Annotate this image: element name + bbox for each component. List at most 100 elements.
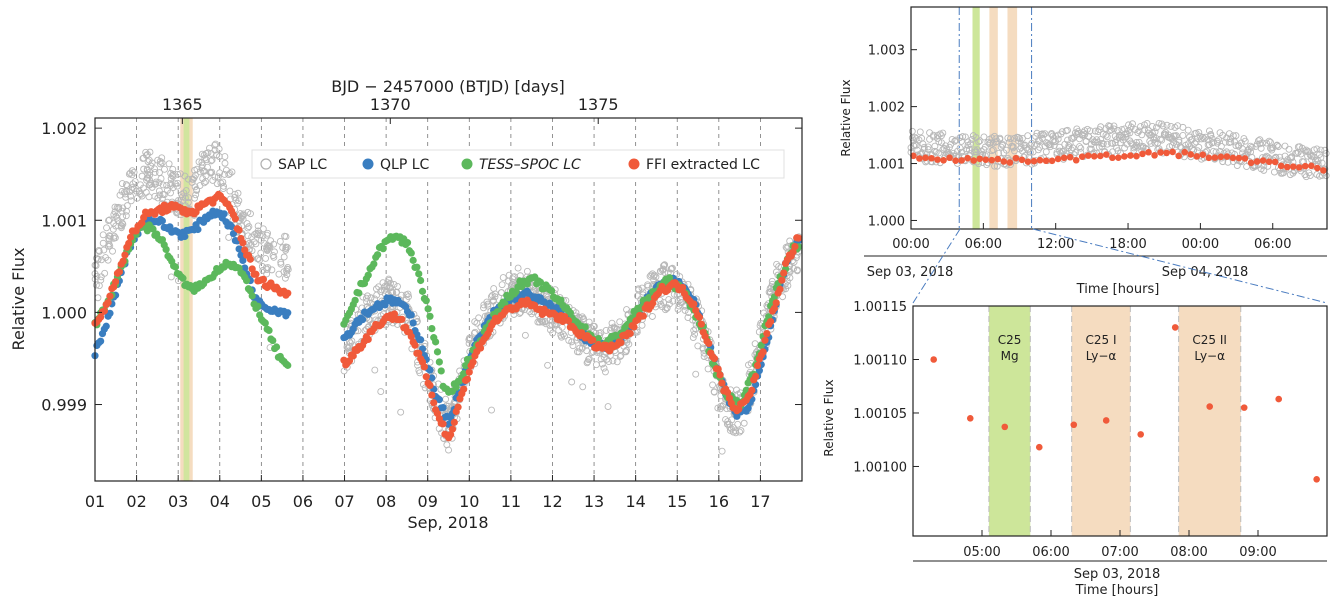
sap-point	[269, 252, 277, 260]
sap-point	[105, 236, 113, 244]
sap-point	[260, 239, 268, 247]
overview-sap-point	[989, 146, 997, 154]
sap-point	[182, 187, 190, 195]
sap-point	[145, 193, 153, 201]
overview-sap-point	[1209, 147, 1217, 155]
overview-sap-point	[1016, 135, 1024, 143]
sap-point	[95, 247, 103, 255]
sap-point	[377, 388, 385, 396]
sap-point	[279, 244, 287, 252]
overview-sap-point	[920, 143, 928, 151]
sap-point	[119, 213, 127, 221]
overview-sap-point	[1260, 166, 1268, 174]
x-tick-label: 10	[459, 492, 479, 511]
tess-spoc-point	[452, 383, 460, 391]
sap-point	[346, 339, 354, 347]
tess-spoc-point	[581, 323, 589, 331]
sap-point	[155, 187, 163, 195]
overview-ffi-point	[1241, 155, 1249, 162]
qlp-point	[181, 232, 189, 241]
ffi-point	[448, 425, 457, 433]
overview-sap-point	[1221, 138, 1229, 146]
overview-sap-point	[1232, 142, 1240, 150]
sap-point	[385, 275, 393, 283]
sap-point	[383, 283, 391, 291]
sap-point	[394, 282, 401, 290]
sap-point	[669, 264, 676, 272]
overview-sap-point	[1003, 146, 1010, 154]
qlp-point	[97, 337, 105, 345]
overview-sap-point	[1129, 120, 1136, 128]
sap-point	[117, 224, 125, 232]
overview-y-tick-label: 1.003	[868, 44, 905, 59]
sap-point	[367, 294, 375, 302]
main-plot-frame	[94, 117, 803, 482]
sap-point	[723, 420, 731, 428]
overview-sap-point	[1301, 171, 1309, 179]
sap-point	[651, 271, 658, 279]
overview-sap-point	[1109, 139, 1117, 147]
sap-point	[488, 406, 495, 414]
sap-point	[405, 293, 412, 301]
overview-sap-point	[1225, 130, 1233, 138]
sap-point	[185, 194, 193, 202]
sap-point	[115, 203, 123, 211]
overview-sap-point	[1046, 143, 1054, 151]
overview-sap-point	[1038, 130, 1046, 138]
tess-spoc-point	[171, 263, 180, 271]
sap-point	[199, 167, 207, 175]
sap-point	[514, 264, 522, 272]
overview-ffi-point	[1175, 152, 1182, 160]
sap-point	[235, 197, 243, 205]
sap-point	[112, 212, 120, 220]
overview-sap-point	[1179, 131, 1187, 139]
sap-point	[635, 286, 642, 294]
sap-point	[264, 243, 272, 251]
tess-spoc-point	[403, 239, 412, 247]
sap-point	[734, 420, 742, 428]
sap-point	[609, 357, 617, 365]
overview-ffi-point	[958, 157, 965, 164]
overview-ffi-point	[1133, 152, 1140, 160]
overview-x-tick-label: 00:00	[1182, 237, 1219, 252]
legend-label-ffi: FFI extracted LC	[646, 157, 760, 173]
qlp-point	[229, 230, 238, 238]
overview-sap-point	[1209, 138, 1217, 146]
tess-spoc-point	[435, 358, 443, 366]
sap-point	[576, 344, 584, 352]
overview-sap-point	[988, 147, 996, 155]
sap-point	[681, 307, 689, 314]
sap-point	[390, 281, 398, 288]
sap-point	[167, 182, 175, 189]
sap-point	[169, 173, 177, 181]
sap-point	[490, 285, 498, 293]
sap-point	[765, 288, 773, 296]
overview-sap-point	[1192, 138, 1200, 146]
overview-sap-point	[959, 133, 967, 141]
sap-point	[466, 334, 473, 342]
overview-ffi-point	[1157, 149, 1164, 156]
sap-point	[280, 253, 288, 261]
overview-ffi-point	[946, 154, 953, 162]
sap-point	[204, 163, 211, 171]
sap-point	[363, 298, 371, 306]
ffi-point	[589, 336, 597, 344]
overview-sap-point	[975, 138, 983, 146]
overview-ffi-point	[1199, 151, 1207, 158]
sap-point	[106, 232, 113, 240]
sap-point	[583, 359, 591, 367]
overview-ffi-point	[1223, 153, 1231, 160]
sap-point	[699, 344, 707, 352]
sap-point	[650, 273, 658, 280]
overview-sap-point	[1281, 142, 1289, 150]
ffi-point	[446, 431, 455, 439]
overview-ffi-point	[1115, 154, 1122, 161]
sap-point	[700, 353, 708, 360]
sap-point	[690, 326, 698, 334]
sap-point	[558, 333, 565, 341]
sap-point	[123, 202, 131, 210]
tess-spoc-point	[355, 289, 363, 297]
sap-point	[152, 178, 160, 186]
ffi-point	[426, 381, 434, 390]
overview-sap-point	[919, 140, 927, 148]
